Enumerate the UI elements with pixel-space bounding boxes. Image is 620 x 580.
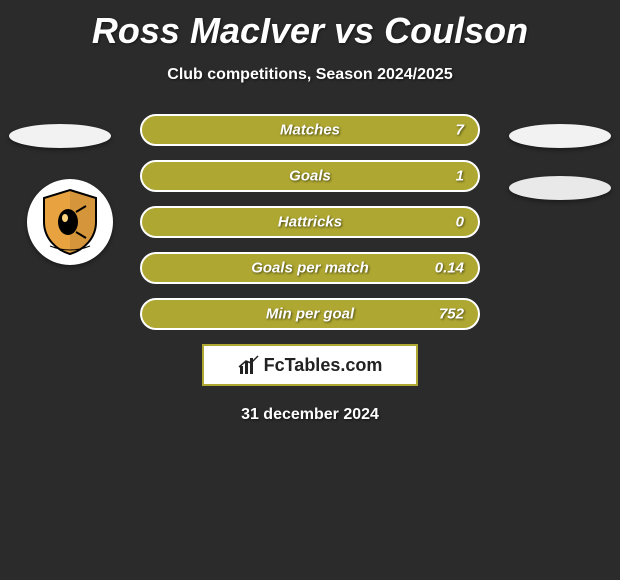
stat-bar-goals-per-match: Goals per match 0.14 <box>140 252 480 284</box>
page-title: Ross MacIver vs Coulson <box>0 0 620 52</box>
subtitle: Club competitions, Season 2024/2025 <box>0 66 620 84</box>
stat-value: 0 <box>456 214 464 231</box>
stats-container: Matches 7 Goals 1 Hattricks 0 Goals per … <box>140 114 480 330</box>
stat-bar-hattricks: Hattricks 0 <box>140 206 480 238</box>
player-photo-placeholder-left <box>9 124 111 148</box>
shield-icon <box>40 188 100 256</box>
date-label: 31 december 2024 <box>0 406 620 424</box>
stat-label: Matches <box>280 122 340 139</box>
stat-value: 0.14 <box>435 260 464 277</box>
stat-label: Goals per match <box>251 260 369 277</box>
stat-label: Min per goal <box>266 306 354 323</box>
stat-bar-min-per-goal: Min per goal 752 <box>140 298 480 330</box>
stat-value: 7 <box>456 122 464 139</box>
player-photo-placeholder-right-2 <box>509 176 611 200</box>
bar-chart-icon <box>238 354 260 376</box>
stat-value: 752 <box>439 306 464 323</box>
brand-text: FcTables.com <box>264 355 383 376</box>
stat-bar-matches: Matches 7 <box>140 114 480 146</box>
club-badge <box>27 179 113 265</box>
player-photo-placeholder-right-1 <box>509 124 611 148</box>
brand-box[interactable]: FcTables.com <box>202 344 418 386</box>
stat-label: Hattricks <box>278 214 342 231</box>
stat-value: 1 <box>456 168 464 185</box>
stat-bar-goals: Goals 1 <box>140 160 480 192</box>
stat-label: Goals <box>289 168 331 185</box>
